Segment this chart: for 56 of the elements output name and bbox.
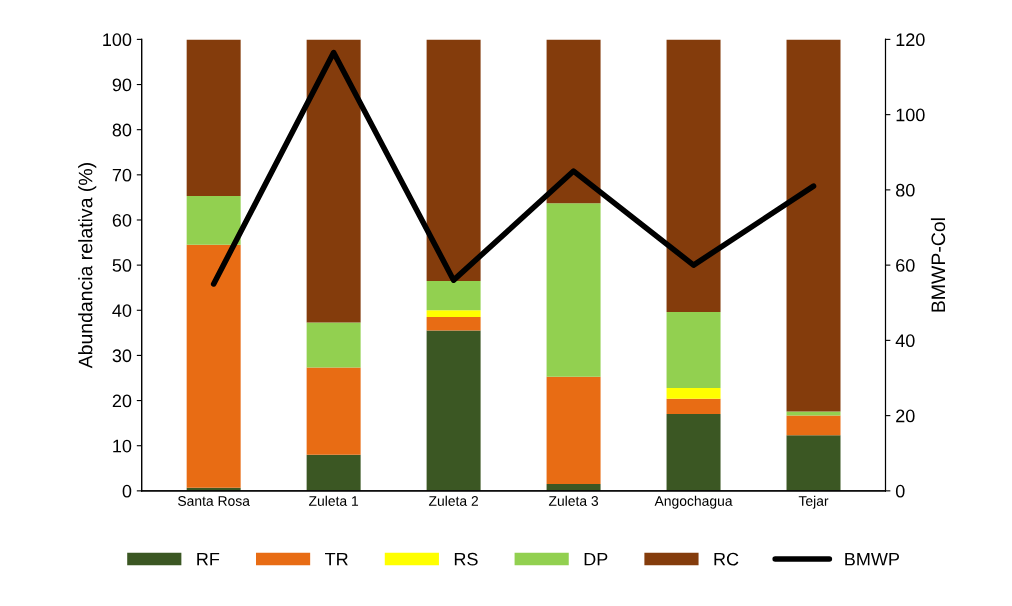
bar bbox=[546, 39, 601, 204]
legend-label: RS bbox=[454, 552, 478, 566]
y2-tick-label: 40 bbox=[895, 334, 915, 348]
bar bbox=[426, 330, 481, 491]
legend-label: RC bbox=[714, 552, 739, 566]
legend-label: BMWP bbox=[845, 552, 900, 566]
x-tick-label: Zuleta 1 bbox=[308, 495, 359, 506]
bar bbox=[426, 317, 481, 331]
y-tick-label: 90 bbox=[112, 78, 132, 92]
x-tick-label: Zuleta 3 bbox=[548, 495, 599, 506]
bar bbox=[666, 414, 721, 491]
legend-label: RF bbox=[197, 552, 220, 566]
x-tick-label: Santa Rosa bbox=[178, 496, 250, 506]
y2-tick-label: 120 bbox=[896, 33, 925, 47]
bar bbox=[786, 39, 841, 412]
bar bbox=[426, 39, 481, 281]
y2-tick-label: 20 bbox=[896, 409, 915, 423]
bar bbox=[306, 39, 361, 323]
y-tick-label: 50 bbox=[112, 259, 132, 272]
y2-tick-label: 80 bbox=[896, 183, 915, 197]
y-tick-label: 20 bbox=[112, 394, 132, 408]
y-tick-label: 40 bbox=[112, 304, 132, 317]
x-tick-label: Angochagua bbox=[654, 495, 733, 509]
bar bbox=[306, 322, 361, 368]
bar bbox=[546, 203, 601, 377]
bar bbox=[186, 196, 241, 245]
bar bbox=[666, 39, 721, 313]
y2-axis-title: BMWP-Col bbox=[930, 218, 946, 312]
y-tick-label: 0 bbox=[122, 484, 132, 498]
y-tick-label: 10 bbox=[113, 439, 132, 453]
bar bbox=[306, 367, 361, 455]
bar bbox=[186, 244, 241, 488]
y-tick-label: 100 bbox=[103, 33, 132, 47]
bar bbox=[666, 398, 721, 415]
y2-tick-label: 0 bbox=[895, 484, 905, 498]
bar bbox=[426, 310, 481, 318]
x-tick-label: Zuleta 2 bbox=[428, 495, 478, 506]
legend-label: TR bbox=[325, 552, 348, 566]
y-tick-label: 60 bbox=[112, 213, 132, 227]
y-tick-label: 80 bbox=[112, 123, 132, 137]
bar bbox=[786, 411, 841, 416]
legend-label: DP bbox=[584, 552, 608, 566]
bar bbox=[426, 280, 481, 311]
bar bbox=[546, 376, 601, 485]
y2-tick-label: 60 bbox=[896, 259, 915, 272]
bar bbox=[186, 39, 241, 197]
bar bbox=[786, 435, 841, 491]
bar bbox=[666, 387, 721, 399]
bar bbox=[666, 312, 721, 388]
y-tick-label: 70 bbox=[112, 168, 132, 182]
x-tick-label: Tejar bbox=[798, 495, 829, 509]
bar bbox=[306, 454, 361, 491]
y-axis-title: Abundancia relativa (%) bbox=[78, 163, 97, 369]
bar bbox=[786, 415, 841, 436]
y2-tick-label: 100 bbox=[896, 108, 925, 122]
y-tick-label: 30 bbox=[112, 349, 132, 363]
